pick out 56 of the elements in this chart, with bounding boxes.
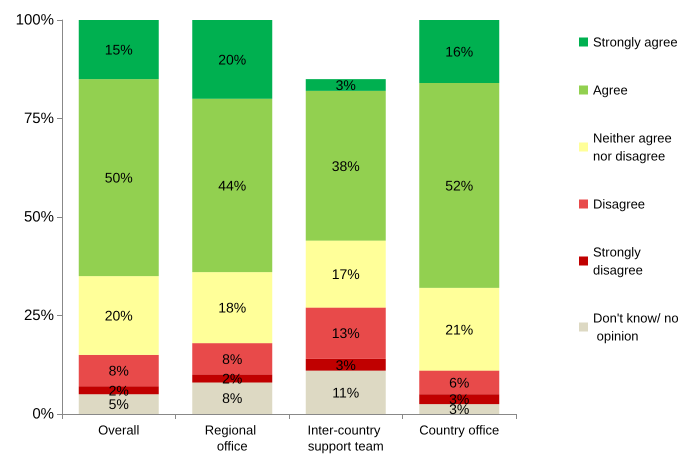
y-tick-label: 0% [32, 406, 54, 422]
bar [419, 20, 500, 84]
data-label: 21% [445, 321, 474, 338]
bar [78, 79, 159, 276]
bar [419, 83, 500, 288]
data-label: 16% [445, 44, 474, 60]
bar [306, 370, 386, 414]
bar [192, 272, 272, 344]
data-label: 8% [222, 390, 242, 406]
data-label: 44% [218, 177, 246, 194]
bar [306, 90, 386, 241]
data-label: 20% [104, 308, 133, 324]
legend-label: Disagree [593, 196, 646, 212]
bar [192, 343, 272, 375]
data-label: 2% [222, 370, 242, 387]
x-tick-label: Overall [98, 422, 140, 438]
bar [192, 20, 272, 99]
bar [306, 240, 386, 308]
y-tick-label: 25% [24, 307, 54, 324]
data-label: 13% [332, 325, 360, 342]
data-label: 3% [336, 77, 356, 94]
data-label: 6% [449, 374, 470, 390]
legend-label: Agree [593, 82, 628, 98]
legend-label: Don't know/ no opinion [593, 310, 679, 344]
x-tick-label: Regional office [204, 422, 260, 454]
y-tick-label: 100% [16, 12, 54, 28]
x-tick-label: Country office [419, 422, 500, 438]
data-label: 20% [218, 51, 246, 68]
bar [192, 374, 272, 382]
data-label: 17% [332, 266, 360, 282]
data-label: 5% [108, 396, 129, 412]
data-label: 52% [445, 177, 474, 194]
bar [192, 382, 272, 414]
data-label: 8% [222, 350, 242, 367]
y-tick-label: 50% [24, 208, 54, 226]
bar [78, 394, 159, 414]
data-label: 11% [332, 384, 360, 400]
data-label: 15% [104, 42, 133, 58]
bar [419, 370, 500, 394]
bar [192, 98, 272, 272]
data-label: 38% [332, 158, 360, 174]
bar [306, 79, 386, 91]
legend-label: Strongly agree [593, 34, 678, 50]
data-label: 3% [336, 356, 356, 373]
data-label: 8% [108, 362, 129, 379]
bar [306, 308, 386, 359]
legend-label: Strongly disagree [593, 244, 644, 278]
y-tick-label: 75% [24, 110, 54, 127]
data-label: 18% [218, 300, 246, 316]
x-tick-label: Inter-country support team [307, 422, 384, 454]
bar [78, 276, 159, 355]
legend-label: Neither agree nor disagree [593, 130, 676, 164]
bar [78, 20, 159, 80]
bar [419, 288, 500, 371]
bar [78, 354, 159, 386]
data-label: 50% [104, 170, 133, 186]
